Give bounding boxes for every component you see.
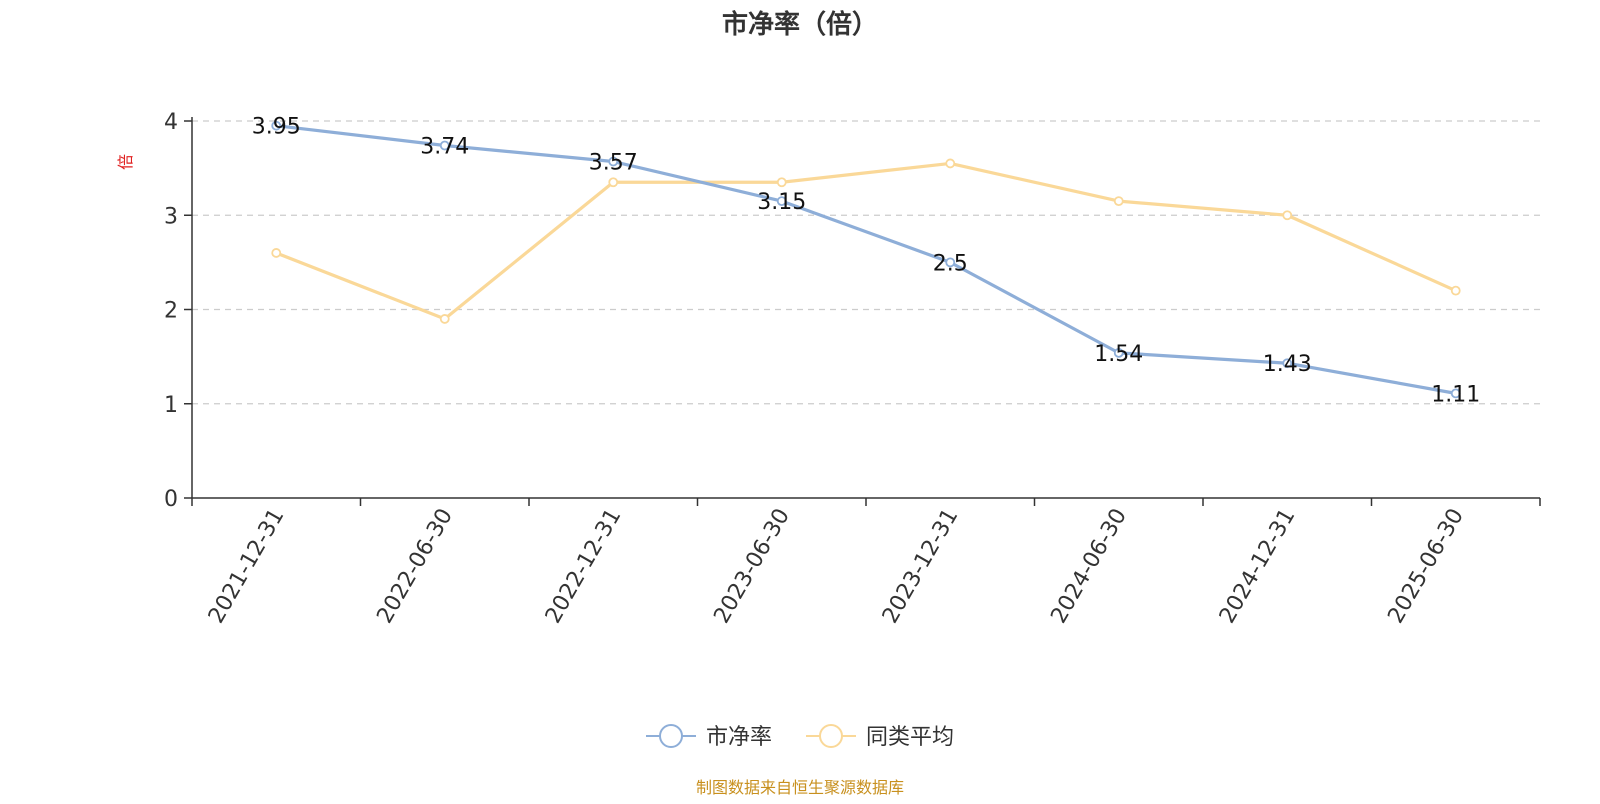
data-label: 3.95 bbox=[252, 115, 301, 140]
series-point-1 bbox=[776, 177, 787, 188]
series-point-0 bbox=[439, 140, 450, 151]
series-point-0 bbox=[1450, 388, 1461, 399]
data-label: 3.57 bbox=[589, 151, 638, 176]
legend-label-1: 同类平均 bbox=[866, 725, 954, 750]
series-point-1 bbox=[608, 177, 619, 188]
x-tick-label: 2022-06-30 bbox=[372, 505, 458, 628]
series-point-1 bbox=[1282, 210, 1293, 221]
chart-title: 市净率（倍） bbox=[722, 9, 878, 40]
x-tick-label: 2021-12-31 bbox=[204, 505, 290, 628]
series-point-0 bbox=[271, 120, 282, 131]
x-tick-label: 2025-06-30 bbox=[1383, 505, 1469, 628]
x-tick-label: 2024-12-31 bbox=[1215, 505, 1301, 628]
series-point-0 bbox=[1282, 358, 1293, 369]
legend: 市净率 同类平均 bbox=[646, 724, 954, 750]
series-point-0 bbox=[1113, 347, 1124, 358]
legend-marker-1 bbox=[819, 724, 843, 748]
source-note: 制图数据来自恒生聚源数据库 bbox=[696, 778, 904, 797]
data-label: 2.5 bbox=[933, 251, 968, 276]
y-tick-label: 4 bbox=[164, 110, 178, 135]
legend-marker-0 bbox=[659, 724, 683, 748]
data-label: 3.15 bbox=[757, 190, 806, 215]
grid-layer bbox=[192, 120, 1540, 405]
series-point-1 bbox=[1113, 196, 1124, 207]
y-tick-label: 0 bbox=[164, 487, 178, 512]
y-tick-label: 2 bbox=[164, 299, 178, 324]
series-layer bbox=[271, 120, 1461, 399]
y-axis-label: 倍 bbox=[116, 154, 135, 170]
x-tick-label: 2023-12-31 bbox=[878, 505, 964, 628]
y-tick-label: 3 bbox=[164, 204, 178, 229]
legend-label-0: 市净率 bbox=[706, 725, 772, 750]
data-label: 3.74 bbox=[420, 135, 469, 160]
series-point-1 bbox=[271, 248, 282, 258]
data-label: 1.43 bbox=[1263, 352, 1312, 377]
x-tick-label: 2024-06-30 bbox=[1046, 505, 1132, 628]
series-point-0 bbox=[945, 257, 956, 268]
series-point-0 bbox=[776, 196, 787, 207]
x-tick-label: 2023-06-30 bbox=[709, 505, 795, 628]
series-point-1 bbox=[439, 314, 450, 324]
series-line-0 bbox=[276, 124, 1457, 395]
data-label: 1.11 bbox=[1431, 382, 1480, 407]
series-point-1 bbox=[1450, 285, 1461, 296]
series-line-1 bbox=[275, 161, 1457, 321]
data-label: 1.54 bbox=[1094, 342, 1143, 367]
series-point-1 bbox=[945, 158, 956, 169]
axis-layer: 0 1 2 3 4 2021-12-31 2022-06-30 2022-12-31 2023-… bbox=[164, 110, 1541, 628]
y-tick-label: 1 bbox=[164, 393, 178, 418]
x-tick-label: 2022-12-31 bbox=[541, 505, 627, 628]
series-point-0 bbox=[608, 156, 619, 167]
data-label-layer: 3.95 3.74 3.57 3.15 2.5 1.54 1.43 1.11 bbox=[252, 115, 1480, 408]
